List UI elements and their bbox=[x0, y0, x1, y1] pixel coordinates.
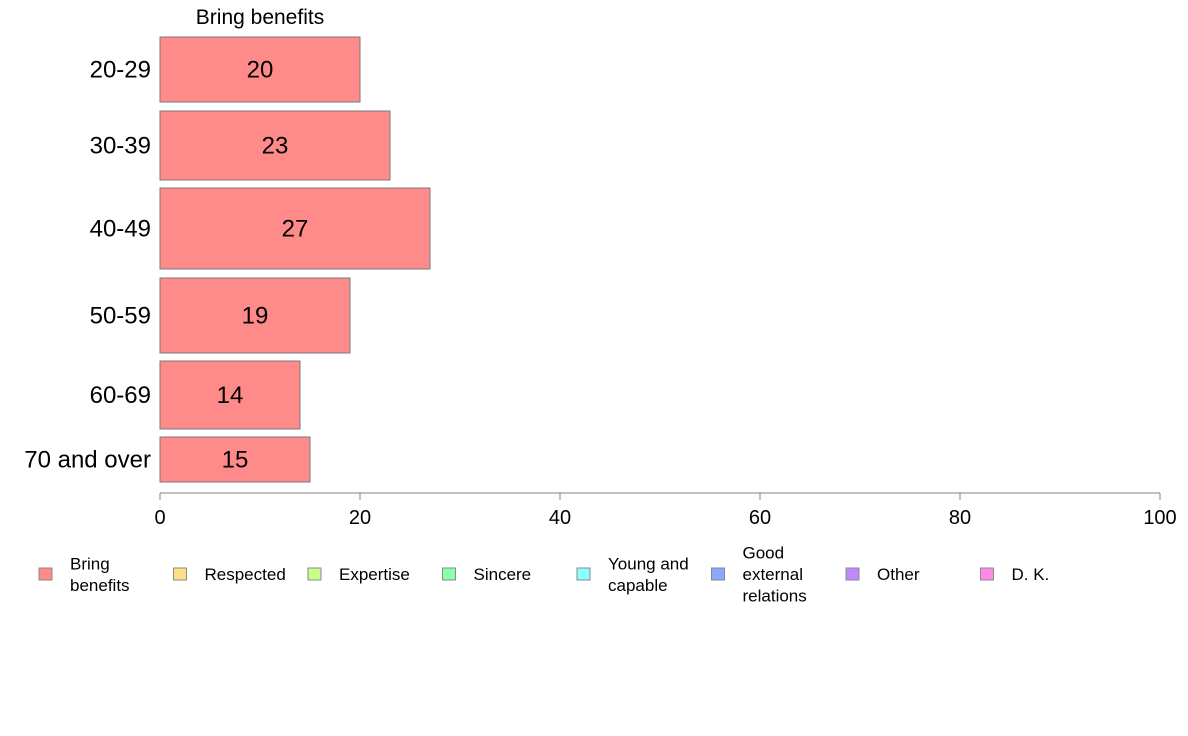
bar bbox=[159, 187, 431, 270]
category-label: 50-59 bbox=[90, 303, 151, 330]
category-label: 60-69 bbox=[90, 382, 151, 409]
legend-swatch bbox=[442, 567, 456, 581]
legend-swatch bbox=[980, 567, 994, 581]
bar bbox=[159, 436, 311, 483]
bar bbox=[159, 360, 301, 430]
bar-value-label: 23 bbox=[262, 133, 289, 160]
legend-label: Good external relations bbox=[743, 544, 807, 606]
legend-label: Other bbox=[877, 565, 920, 584]
legend-label: Respected bbox=[205, 565, 286, 584]
bar bbox=[159, 277, 351, 354]
x-tick-label: 0 bbox=[154, 507, 165, 529]
category-label: 70 and over bbox=[24, 447, 151, 474]
legend-label: Sincere bbox=[474, 565, 532, 584]
legend-label: Expertise bbox=[339, 565, 410, 584]
x-tick-label: 80 bbox=[949, 507, 971, 529]
bar bbox=[159, 110, 391, 181]
legend-swatch bbox=[307, 567, 322, 581]
legend-label: D. K. bbox=[1012, 565, 1050, 584]
legend: Bring benefits Respected Expertise Sincere Yo… bbox=[38, 544, 1050, 606]
bar-value-label: 15 bbox=[222, 447, 249, 474]
legend-label: Young and capable bbox=[608, 554, 689, 595]
bars: 20 23 27 19 14 15 bbox=[159, 36, 431, 483]
series-title: Bring benefits bbox=[196, 6, 324, 29]
legend-label: Bring benefits bbox=[70, 554, 130, 595]
x-tick-label: 20 bbox=[349, 507, 371, 529]
legend-swatch bbox=[173, 567, 187, 581]
category-label: 20-29 bbox=[90, 57, 151, 84]
x-tick-label: 60 bbox=[749, 507, 771, 529]
bar-value-label: 20 bbox=[247, 57, 274, 84]
legend-swatch bbox=[576, 567, 591, 581]
category-label: 40-49 bbox=[90, 216, 151, 243]
legend-swatch bbox=[38, 567, 53, 581]
bar-value-label: 27 bbox=[282, 216, 309, 243]
bar bbox=[159, 36, 361, 103]
bar-value-label: 14 bbox=[217, 382, 244, 409]
legend-swatch bbox=[711, 567, 725, 581]
x-axis: 0 20 40 60 80 100 bbox=[154, 492, 1177, 529]
x-tick-label: 40 bbox=[549, 507, 571, 529]
legend-swatch bbox=[845, 567, 860, 581]
category-label: 30-39 bbox=[90, 133, 151, 160]
bar-value-label: 19 bbox=[242, 303, 269, 330]
category-labels: 20-29 30-39 40-49 50-59 60-69 70 and over bbox=[24, 57, 151, 474]
x-tick-label: 100 bbox=[1143, 507, 1176, 529]
